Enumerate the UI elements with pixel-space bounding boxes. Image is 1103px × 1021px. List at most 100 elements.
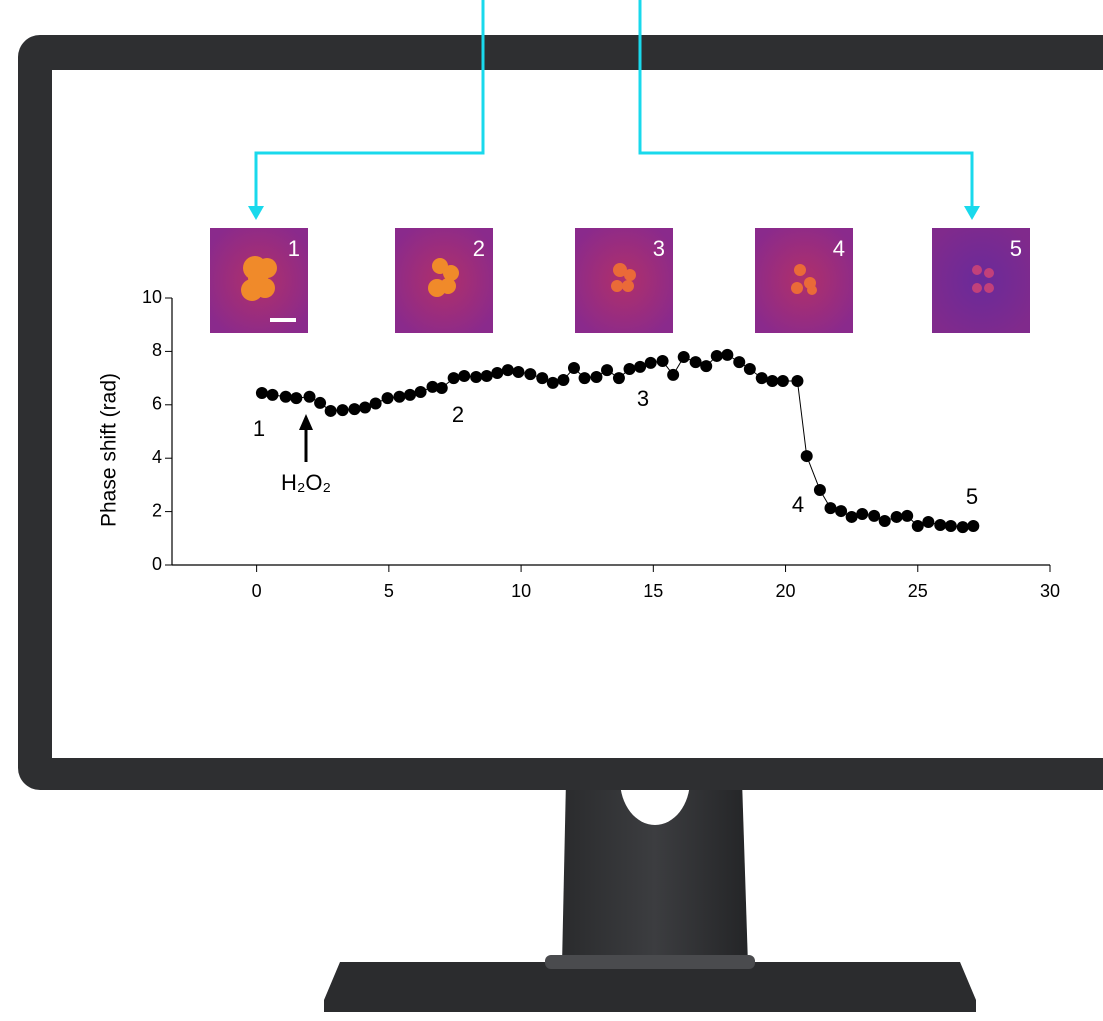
data-point (590, 371, 602, 383)
data-point (280, 391, 292, 403)
data-point (667, 369, 679, 381)
y-tick-label: 10 (142, 287, 162, 307)
data-point (547, 377, 559, 389)
stand-joint (545, 955, 755, 969)
inset-blob (791, 282, 803, 294)
data-point (436, 382, 448, 394)
data-point (846, 511, 858, 523)
data-point (290, 392, 302, 404)
data-point (458, 370, 470, 382)
data-point (922, 516, 934, 528)
inset-blob (984, 283, 994, 293)
inset-label: 3 (653, 236, 665, 261)
data-point (721, 349, 733, 361)
data-point (624, 363, 636, 375)
inset-image: 3 (575, 228, 673, 333)
x-tick-label: 20 (776, 581, 796, 601)
data-point (579, 372, 591, 384)
inset-label: 4 (833, 236, 845, 261)
point-label: 4 (792, 492, 804, 517)
data-point (512, 366, 524, 378)
data-point (868, 510, 880, 522)
data-point (678, 351, 690, 363)
x-tick-label: 5 (384, 581, 394, 601)
data-point (502, 364, 514, 376)
y-tick-label: 0 (152, 554, 162, 574)
data-point (791, 375, 803, 387)
scale-bar (270, 318, 296, 322)
data-point (266, 389, 278, 401)
data-point (393, 391, 405, 403)
x-tick-label: 25 (908, 581, 928, 601)
data-point (856, 508, 868, 520)
data-point (934, 519, 946, 531)
y-tick-label: 4 (152, 447, 162, 467)
data-point (690, 356, 702, 368)
data-point (314, 397, 326, 409)
data-point (657, 355, 669, 367)
data-point (382, 392, 394, 404)
point-label: 3 (637, 386, 649, 411)
x-tick-label: 10 (511, 581, 531, 601)
data-point (967, 520, 979, 532)
data-point (448, 372, 460, 384)
data-point (777, 375, 789, 387)
data-point (415, 386, 427, 398)
data-point (304, 391, 316, 403)
data-point (756, 372, 768, 384)
data-point (766, 375, 778, 387)
screen (52, 70, 1103, 758)
data-point (557, 374, 569, 386)
y-axis-label: Phase shift (rad) (98, 373, 121, 527)
data-point (744, 363, 756, 375)
data-point (601, 364, 613, 376)
inset-blob (972, 265, 982, 275)
inset-label: 2 (473, 236, 485, 261)
inset-blob (611, 280, 623, 292)
data-point (568, 362, 580, 374)
inset-blob (622, 280, 634, 292)
inset-blob (807, 285, 817, 295)
inset-blob (624, 269, 636, 281)
data-point (957, 521, 969, 533)
inset-blob (440, 278, 456, 294)
x-tick-label: 0 (252, 581, 262, 601)
data-point (945, 520, 957, 532)
data-point (348, 403, 360, 415)
data-point (879, 515, 891, 527)
data-point (814, 484, 826, 496)
inset-image: 5 (932, 228, 1030, 333)
y-tick-label: 6 (152, 394, 162, 414)
y-tick-label: 8 (152, 340, 162, 360)
point-label: 5 (966, 484, 978, 509)
x-tick-label: 30 (1040, 581, 1060, 601)
data-point (359, 401, 371, 413)
inset-blob (972, 283, 982, 293)
data-point (481, 370, 493, 382)
stand-base (324, 962, 976, 1012)
data-point (524, 368, 536, 380)
inset-image: 1 (210, 228, 308, 333)
data-point (613, 372, 625, 384)
data-point (337, 404, 349, 416)
data-point (634, 361, 646, 373)
data-point (470, 371, 482, 383)
data-point (256, 387, 268, 399)
data-point (825, 502, 837, 514)
data-point (491, 367, 503, 379)
inset-label: 1 (288, 236, 300, 261)
data-point (325, 405, 337, 417)
inset-blob (984, 268, 994, 278)
point-label: 2 (452, 402, 464, 427)
y-tick-label: 2 (152, 500, 162, 520)
data-point (801, 450, 813, 462)
inset-blob (794, 264, 806, 276)
data-point (901, 510, 913, 522)
x-tick-label: 15 (643, 581, 663, 601)
data-point (700, 360, 712, 372)
inset-blob (248, 268, 268, 288)
inset-image: 2 (395, 228, 493, 333)
data-point (835, 505, 847, 517)
data-point (536, 372, 548, 384)
data-point (370, 397, 382, 409)
